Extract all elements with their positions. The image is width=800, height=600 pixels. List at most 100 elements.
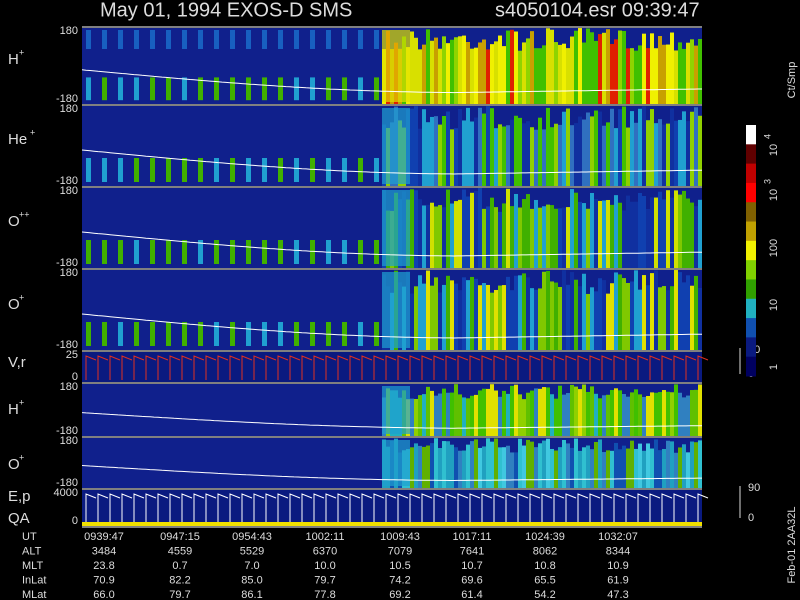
stripe bbox=[554, 282, 558, 350]
stripe bbox=[694, 389, 698, 436]
stripe bbox=[510, 29, 514, 105]
colorbar-label: 100 bbox=[768, 239, 780, 257]
stripe bbox=[418, 128, 422, 186]
stripe bbox=[686, 198, 690, 268]
stripe bbox=[514, 452, 518, 488]
stripe bbox=[566, 108, 570, 186]
stripe bbox=[598, 439, 602, 488]
stripe bbox=[658, 36, 662, 105]
burst bbox=[278, 322, 283, 346]
sawtooth bbox=[85, 493, 709, 524]
stripe bbox=[542, 440, 546, 488]
stripe bbox=[490, 108, 494, 186]
burst bbox=[310, 30, 315, 49]
burst bbox=[262, 158, 267, 182]
stripe bbox=[646, 285, 650, 350]
stripe bbox=[422, 205, 426, 268]
stripe bbox=[662, 44, 666, 104]
burst bbox=[230, 77, 235, 101]
stripe bbox=[642, 196, 646, 268]
stripe bbox=[466, 107, 470, 186]
stripe bbox=[626, 448, 630, 488]
colorbar-segment bbox=[746, 318, 756, 338]
stripe bbox=[622, 106, 626, 186]
stripe bbox=[638, 289, 642, 350]
stripe bbox=[638, 108, 642, 186]
stripe bbox=[498, 447, 502, 488]
stripe bbox=[526, 194, 530, 268]
colorbar-segment bbox=[746, 144, 756, 165]
burst bbox=[118, 158, 123, 182]
qa-bar bbox=[82, 522, 702, 526]
stripe bbox=[550, 29, 554, 105]
colorbar-segment bbox=[746, 221, 756, 242]
stripe bbox=[546, 28, 550, 105]
stripe bbox=[602, 200, 606, 268]
stripe bbox=[506, 30, 510, 104]
stripe bbox=[466, 444, 470, 488]
stripe bbox=[530, 208, 534, 268]
burst bbox=[358, 158, 363, 182]
cell: 65.5 bbox=[534, 574, 555, 586]
colorbar-segment bbox=[746, 202, 756, 223]
stripe bbox=[650, 392, 654, 436]
stripe bbox=[646, 120, 650, 186]
stripe bbox=[618, 30, 622, 104]
stripe bbox=[470, 121, 474, 186]
stripe bbox=[486, 388, 490, 436]
stripe bbox=[526, 392, 530, 436]
stripe bbox=[618, 202, 622, 268]
edge-burst bbox=[382, 440, 410, 486]
stripe bbox=[538, 48, 542, 104]
stripe bbox=[430, 390, 434, 436]
burst bbox=[102, 77, 107, 101]
stripe bbox=[578, 116, 582, 186]
stripe bbox=[562, 111, 566, 186]
burst bbox=[246, 77, 251, 101]
stripe bbox=[626, 48, 630, 104]
panel-label: V,r bbox=[8, 354, 26, 371]
stripe bbox=[494, 438, 498, 488]
footer: Feb-01 2AA32L bbox=[786, 506, 798, 583]
row-label: MLT bbox=[22, 560, 43, 572]
stripe bbox=[630, 201, 634, 268]
stripe bbox=[566, 443, 570, 488]
stripe bbox=[478, 42, 482, 104]
stripe bbox=[678, 272, 682, 350]
stripe bbox=[578, 450, 582, 488]
burst bbox=[310, 240, 315, 264]
stripe bbox=[538, 117, 542, 186]
colorbar-segment bbox=[746, 337, 756, 358]
stripe bbox=[458, 199, 462, 268]
stripe bbox=[610, 450, 614, 488]
burst bbox=[86, 240, 91, 264]
stripe bbox=[662, 124, 666, 186]
cell: 0939:47 bbox=[84, 531, 124, 543]
cell: 1032:07 bbox=[598, 531, 638, 543]
right-tick-label: 0 bbox=[748, 512, 754, 524]
stripe bbox=[698, 440, 702, 488]
stripe bbox=[594, 291, 598, 350]
stripe bbox=[686, 395, 690, 436]
stripe bbox=[582, 447, 586, 488]
stripe bbox=[474, 278, 478, 350]
tick-label: 0 bbox=[72, 515, 78, 527]
stripe bbox=[566, 48, 570, 104]
stripe bbox=[570, 125, 574, 186]
stripe bbox=[410, 293, 414, 350]
sawtooth bbox=[85, 355, 709, 380]
burst bbox=[182, 322, 187, 346]
burst bbox=[86, 322, 91, 346]
burst bbox=[374, 322, 379, 346]
burst bbox=[262, 322, 267, 346]
stripe bbox=[462, 120, 466, 186]
stripe bbox=[542, 271, 546, 350]
stripe bbox=[430, 443, 434, 488]
burst bbox=[342, 322, 347, 346]
burst bbox=[214, 240, 219, 264]
burst bbox=[358, 322, 363, 346]
stripe bbox=[654, 439, 658, 488]
stripe bbox=[458, 450, 462, 488]
row-label: InLat bbox=[22, 574, 46, 586]
burst bbox=[230, 30, 235, 49]
